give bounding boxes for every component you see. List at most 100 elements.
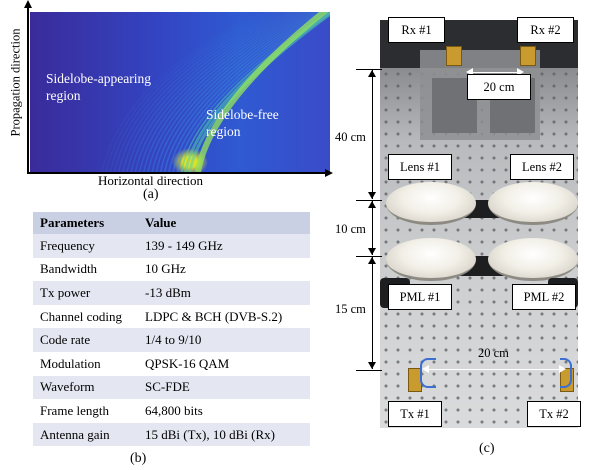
dim-line-40 [372, 70, 373, 199]
table-row: Channel coding LDPC & BCH (DVB-S.2) [33, 304, 310, 329]
sidelobe-arc [138, 12, 302, 172]
dim-line-10 [372, 201, 373, 255]
rx2-horn [520, 46, 536, 66]
sidelobe-arc [151, 12, 312, 172]
param-value-cell: -13 dBm [138, 281, 310, 305]
dim-tick-lens [356, 200, 382, 201]
param-name-cell: Code rate [33, 328, 138, 352]
region-left-line2: region [46, 88, 81, 103]
label-spacing-bottom: 20 cm [478, 346, 509, 360]
rx-spacing-arrow-right-icon [517, 68, 524, 76]
param-value-cell: SC-FDE [138, 375, 310, 400]
sidelobe-arc [109, 12, 274, 172]
region-label-right: Sidelobe-free region [206, 106, 279, 140]
region-right-line1: Sidelobe-free [206, 107, 279, 122]
dim-line-15 [372, 257, 373, 369]
region-left-line1: Sidelobe-appearing [46, 71, 151, 86]
sidelobe-arc [126, 12, 291, 172]
dim-tick-tx [356, 370, 382, 371]
header-parameters: Parameters [33, 212, 138, 234]
sidelobe-arc [105, 12, 270, 172]
dim-15-arrow-down-icon [368, 362, 376, 369]
dim-10-arrow-up-icon [368, 201, 376, 208]
param-name-cell: Waveform [33, 375, 138, 400]
label-rx1: Rx #1 [388, 17, 445, 43]
param-value-cell: 139 - 149 GHz [138, 234, 310, 258]
label-tx2: Tx #2 [527, 401, 581, 427]
table-row: Frame length 64,800 bits [33, 399, 310, 423]
param-value-cell: 15 dBi (Tx), 10 dBi (Rx) [138, 422, 310, 447]
x-axis-arrow-icon [325, 169, 333, 177]
y-axis-label: Propagation direction [8, 28, 23, 137]
tx-spacing-arrow-left-icon [422, 365, 429, 373]
label-spacing-top: 20 cm [467, 74, 531, 100]
sidelobe-arc [143, 12, 306, 172]
sidelobe-arc [113, 12, 278, 172]
y-axis-arrow-icon [24, 0, 32, 8]
tx1-cable [420, 358, 436, 388]
mainlobe-arc [195, 12, 329, 172]
tx-spacing-arrow-right-icon [559, 365, 566, 373]
dim-10-arrow-down-icon [368, 248, 376, 255]
param-value-cell: QPSK-16 QAM [138, 351, 310, 376]
param-name-cell: Frame length [33, 399, 138, 423]
sidelobe-arc [155, 12, 315, 172]
lens1-shape [386, 182, 476, 225]
dim-40-arrow-up-icon [368, 70, 376, 77]
table-row: Bandwidth 10 GHz [33, 257, 310, 282]
param-name-cell: Channel coding [33, 304, 138, 329]
dim-40-label: 40 cm [335, 130, 366, 144]
sidelobe-arc [122, 12, 287, 172]
sidelobe-arc [130, 12, 295, 172]
param-name-cell: Frequency [33, 234, 138, 258]
sidelobe-arc [164, 12, 321, 172]
dim-tick-rx [356, 69, 382, 70]
dim-15-label: 15 cm [335, 302, 366, 316]
dim-tick-pml [356, 256, 382, 257]
param-name-cell: Tx power [33, 281, 138, 305]
header-value: Value [138, 212, 310, 234]
rx1-horn [446, 46, 462, 66]
param-value-cell: LDPC & BCH (DVB-S.2) [138, 304, 310, 329]
caption-c: (c) [479, 441, 495, 456]
label-lens1: Lens #1 [388, 154, 452, 180]
param-name-cell: Modulation [33, 351, 138, 376]
parameters-table: Parameters Value Frequency 139 - 149 GHz B… [33, 212, 310, 447]
rx-spacing-line [472, 72, 518, 73]
dim-10-label: 10 cm [335, 222, 366, 236]
table-row: Antenna gain 15 dBi (Tx), 10 dBi (Rx) [33, 422, 310, 447]
table-header-row: Parameters Value [33, 212, 310, 234]
tx2-cable [560, 358, 572, 388]
y-axis-line [27, 6, 29, 174]
x-axis-label: Horizontal direction [98, 173, 204, 188]
sidelobe-arc [147, 12, 309, 172]
region-label-left: Sidelobe-appearing region [46, 70, 151, 104]
pml2-lens-shape [488, 238, 578, 281]
sidelobe-stripes [101, 12, 330, 172]
param-value-cell: 1/4 to 9/10 [138, 328, 310, 352]
table-row: Code rate 1/4 to 9/10 [33, 328, 310, 352]
lens2-shape [488, 182, 578, 225]
param-name-cell: Antenna gain [33, 422, 138, 447]
table-row: Tx power -13 dBm [33, 281, 310, 305]
table-row: Frequency 139 - 149 GHz [33, 234, 310, 258]
label-pml2: PML #2 [512, 284, 576, 310]
tx-spacing-line [428, 369, 560, 370]
dim-15-arrow-up-icon [368, 257, 376, 264]
beam-heatmap: Sidelobe-appearing region Sidelobe-free … [30, 12, 330, 172]
label-tx1: Tx #1 [388, 401, 442, 427]
label-pml1: PML #1 [388, 284, 452, 310]
param-value-cell: 64,800 bits [138, 399, 310, 423]
param-value-cell: 10 GHz [138, 257, 310, 282]
sidelobe-arc [168, 12, 324, 172]
table-row: Modulation QPSK-16 QAM [33, 351, 310, 376]
panel-a-beam-pattern: Sidelobe-appearing region Sidelobe-free … [0, 0, 333, 205]
label-rx2: Rx #2 [517, 17, 574, 43]
rx-spacing-arrow-left-icon [466, 68, 473, 76]
caption-b: (b) [130, 451, 147, 466]
label-lens2: Lens #2 [510, 154, 574, 180]
table-row: Waveform SC-FDE [33, 375, 310, 400]
sidelobe-arc [188, 12, 330, 172]
param-name-cell: Bandwidth [33, 257, 138, 282]
sidelobe-arc [159, 12, 318, 172]
